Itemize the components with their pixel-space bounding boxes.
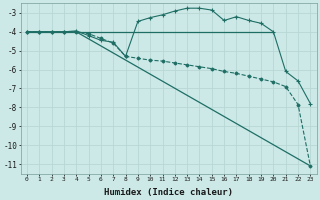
X-axis label: Humidex (Indice chaleur): Humidex (Indice chaleur) (104, 188, 233, 197)
